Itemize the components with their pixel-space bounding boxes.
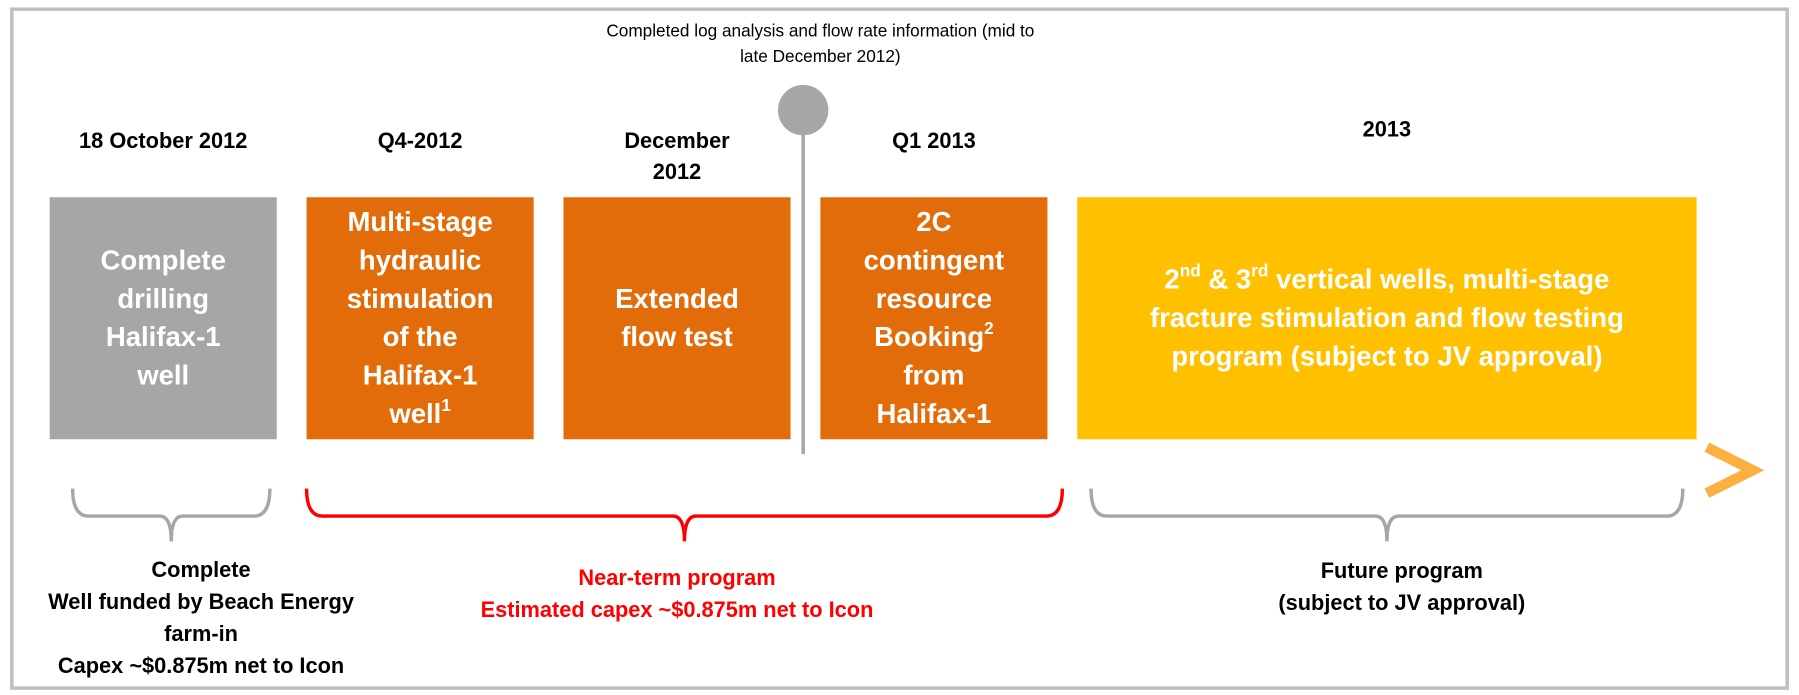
frame: [10, 7, 1789, 690]
stage-text: from: [903, 360, 964, 391]
text-part: hydraulic: [359, 245, 481, 276]
text-part: drilling: [117, 283, 209, 314]
stage-text: stimulation: [347, 283, 494, 314]
superscript: 1: [441, 395, 451, 415]
text-part: well: [136, 360, 189, 391]
stage-text: program (subject to JV approval): [1171, 341, 1602, 372]
bracket: [1089, 488, 1685, 542]
stage-text: Booking2: [874, 318, 994, 353]
text-part: flow test: [621, 321, 733, 352]
stage-text: Halifax-1: [363, 360, 478, 391]
program-text: Capex ~$0.875m net to Icon: [58, 653, 344, 678]
stage-text: well: [136, 360, 189, 391]
stage-box: [306, 197, 534, 440]
stage-text: fracture stimulation and flow testing: [1150, 302, 1624, 333]
stage-date: Q4-2012: [378, 128, 463, 153]
text-part: Complete: [101, 245, 226, 276]
stage-text: well1: [388, 395, 451, 430]
annotation: late December 2012): [740, 46, 901, 66]
stage-text: drilling: [117, 283, 209, 314]
stage-text: Extended: [615, 283, 739, 314]
program-text: Near-term program: [578, 565, 775, 590]
text-part: fracture stimulation and flow testing: [1150, 302, 1624, 333]
stage-text: resource: [876, 283, 992, 314]
stage-text: contingent: [864, 245, 1005, 276]
text-part: Halifax-1: [877, 398, 992, 429]
stage-text: hydraulic: [359, 245, 481, 276]
stage-text: flow test: [621, 321, 733, 352]
text-part: 2: [1164, 264, 1179, 295]
text-part: & 3: [1201, 264, 1251, 295]
stage-text: Complete: [101, 245, 226, 276]
program-text: Complete: [151, 557, 250, 582]
stage-box: [820, 197, 1048, 440]
program-text: farm-in: [164, 621, 238, 646]
milestone-dot: [777, 84, 829, 136]
stage-text: Halifax-1: [106, 321, 221, 352]
text-part: Booking: [874, 321, 984, 352]
text-part: Multi-stage: [347, 206, 492, 237]
stage-text: 2C: [916, 206, 951, 237]
stage-text: of the: [383, 321, 458, 352]
arrow-head: [1704, 442, 1765, 498]
text-part: contingent: [864, 245, 1005, 276]
stage-date: 2013: [1363, 116, 1411, 141]
program-text: Well funded by Beach Energy: [48, 589, 354, 614]
text-part: from: [903, 360, 964, 391]
stage-text: Multi-stage: [347, 206, 492, 237]
text-part: Halifax-1: [363, 360, 478, 391]
stage-text: 2nd & 3rd vertical wells, multi-stage: [1164, 260, 1609, 295]
text-part: program (subject to JV approval): [1171, 341, 1602, 372]
text-part: vertical wells, multi-stage: [1268, 264, 1609, 295]
text-part: Extended: [615, 283, 739, 314]
program-text: (subject to JV approval): [1278, 590, 1525, 615]
stage-box: [1077, 197, 1697, 440]
stage-date: Q1 2013: [892, 128, 976, 153]
text-part: well: [388, 398, 441, 429]
text-part: of the: [383, 321, 458, 352]
text-part: stimulation: [347, 283, 494, 314]
stage-text: Halifax-1: [877, 398, 992, 429]
stage-date: December: [624, 128, 730, 153]
stage-date: 2012: [653, 159, 701, 184]
program-text: Future program: [1321, 558, 1483, 583]
superscript: rd: [1251, 260, 1268, 280]
bracket: [70, 488, 272, 542]
stage-box: [563, 197, 791, 440]
stage-box: [49, 197, 277, 440]
text-part: resource: [876, 283, 992, 314]
stage-date: 18 October 2012: [79, 128, 247, 153]
annotation: Completed log analysis and flow rate inf…: [606, 21, 1034, 41]
superscript: nd: [1180, 260, 1201, 280]
text-part: 2C: [916, 206, 951, 237]
superscript: 2: [984, 318, 994, 338]
text-part: Halifax-1: [106, 321, 221, 352]
bracket: [304, 488, 1065, 542]
program-text: Estimated capex ~$0.875m net to Icon: [481, 597, 874, 622]
